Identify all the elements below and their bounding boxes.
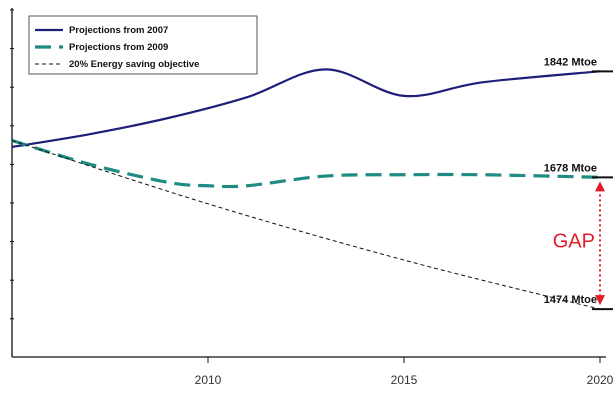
legend: Projections from 2007 Projections from 2… — [28, 15, 258, 75]
y-axis-ticks — [10, 9, 14, 320]
series-group — [11, 68, 601, 310]
series-line-1 — [11, 138, 601, 189]
x-tick-label: 2020 — [587, 373, 613, 387]
end-markers — [592, 70, 613, 311]
annotations: 1842 Mtoe 1678 Mtoe 1474 Mtoe GAP — [544, 56, 605, 306]
legend-label-objective: 20% Energy saving objective — [69, 59, 199, 70]
series-line-2 — [11, 140, 601, 310]
x-tick-label: 2015 — [391, 373, 418, 387]
legend-label-2009: Projections from 2009 — [69, 42, 168, 53]
gap-arrow-head-bottom — [595, 295, 605, 306]
series-line-0 — [11, 68, 601, 149]
annotation-label-0: 1842 Mtoe — [544, 56, 597, 68]
legend-box — [28, 15, 258, 75]
annotation-label-2: 1474 Mtoe — [544, 294, 597, 306]
x-axis-ticks: 2010 2015 2020 — [195, 357, 613, 387]
gap-arrow-head-top — [595, 181, 605, 192]
gap-label: GAP — [553, 230, 595, 252]
x-tick-label: 2010 — [195, 373, 222, 387]
annotation-label-1: 1678 Mtoe — [544, 162, 597, 174]
legend-label-2007: Projections from 2007 — [69, 25, 168, 36]
